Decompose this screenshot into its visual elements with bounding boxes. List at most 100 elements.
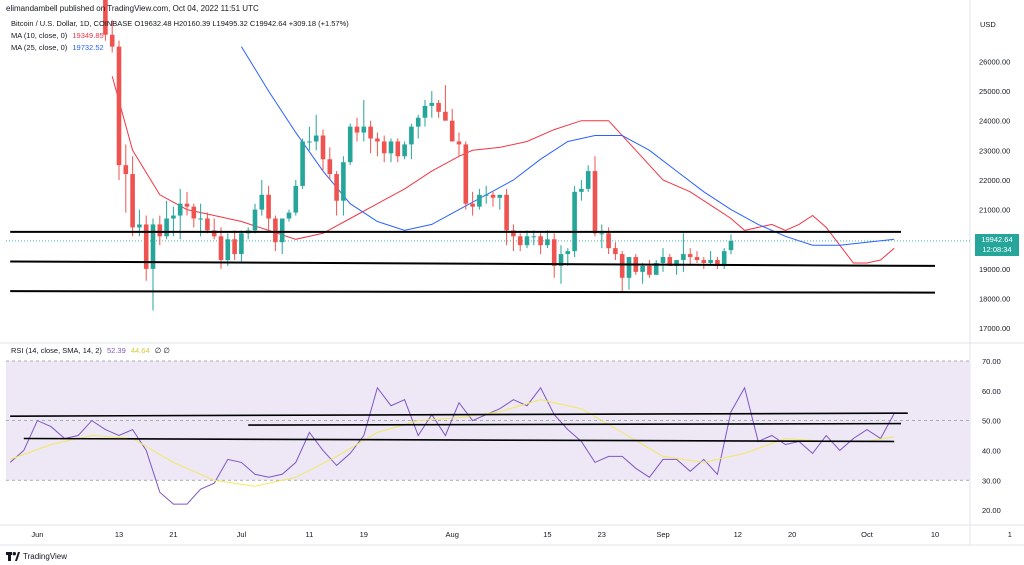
rsi-tick-label: 60.00 bbox=[982, 387, 1001, 396]
candle-down bbox=[211, 230, 217, 237]
candle-up bbox=[660, 257, 666, 263]
rsi-sma-value: 44.64 bbox=[130, 346, 150, 355]
candle-up bbox=[198, 218, 203, 220]
candle-up bbox=[313, 135, 319, 142]
rsi-band bbox=[6, 360, 970, 481]
candle-up bbox=[252, 209, 258, 231]
candle-down bbox=[395, 141, 401, 157]
date-tick-label: 12 bbox=[734, 530, 742, 539]
candle-down bbox=[517, 236, 523, 246]
price-tick-label: 19000.00 bbox=[979, 265, 1010, 274]
candle-down bbox=[205, 218, 210, 231]
rsi-legend[interactable]: RSI (14, close, SMA, 14, 2) 52.39 44.64 … bbox=[11, 346, 170, 355]
candle-down bbox=[619, 254, 625, 278]
candle-down bbox=[443, 111, 448, 121]
date-tick-label: 19 bbox=[360, 530, 368, 539]
ohlc-values: O19632.48 H20160.39 L19495.32 C19942.64 … bbox=[134, 19, 349, 28]
candle-down bbox=[381, 141, 387, 154]
candle-up bbox=[300, 141, 305, 186]
candle-down bbox=[701, 260, 707, 263]
candle-up bbox=[674, 260, 679, 266]
rsi-value: 52.39 bbox=[106, 346, 126, 355]
price-tick-label: 26000.00 bbox=[979, 57, 1010, 66]
moving-averages bbox=[111, 46, 895, 264]
candle-down bbox=[436, 102, 441, 112]
candle-down bbox=[266, 194, 271, 219]
candle-up bbox=[497, 194, 503, 198]
candle-down bbox=[687, 254, 693, 258]
date-tick-label: Sep bbox=[656, 530, 669, 539]
symbol-title: Bitcoin / U.S. Dollar, 1D, COINBASE bbox=[11, 19, 133, 28]
candle-down bbox=[232, 239, 237, 255]
rsi-trendline bbox=[248, 422, 902, 426]
candle-up bbox=[653, 262, 659, 275]
candle-up bbox=[341, 162, 346, 201]
candle-up bbox=[626, 257, 632, 278]
candle-down bbox=[667, 257, 673, 266]
candle-up bbox=[429, 102, 435, 106]
candle-down bbox=[320, 135, 326, 160]
rsi-tick-label: 40.00 bbox=[982, 446, 1001, 455]
candle-up bbox=[524, 236, 530, 246]
price-tick-label: 24000.00 bbox=[979, 117, 1010, 126]
date-tick-label: 13 bbox=[115, 530, 123, 539]
candle-up bbox=[728, 240, 734, 251]
tradingview-brand[interactable]: TradingView bbox=[6, 550, 67, 562]
candle-down bbox=[449, 120, 455, 142]
candle-up bbox=[307, 141, 312, 143]
candle-down bbox=[463, 144, 469, 204]
candles bbox=[103, 0, 734, 311]
price-trendline bbox=[10, 260, 936, 267]
candle-down bbox=[504, 194, 509, 231]
candle-up bbox=[599, 233, 605, 235]
bar-countdown: 12:08:34 bbox=[982, 245, 1012, 254]
ma25-value: 19732.52 bbox=[72, 43, 104, 52]
candle-up bbox=[137, 224, 142, 228]
date-tick-label: 21 bbox=[169, 530, 177, 539]
candle-up bbox=[579, 188, 584, 192]
candle-down bbox=[368, 126, 373, 139]
rsi-label: RSI (14, close, SMA, 14, 2) bbox=[11, 346, 102, 355]
ma10-value: 19349.85 bbox=[72, 31, 104, 40]
candle-up bbox=[483, 194, 489, 196]
candle-down bbox=[551, 239, 557, 266]
date-tick-label: Oct bbox=[861, 530, 874, 539]
ma25-label: MA (25, close, 0) bbox=[11, 43, 68, 52]
ma10-line bbox=[111, 76, 895, 264]
trendlines[interactable] bbox=[10, 230, 936, 443]
candle-down bbox=[184, 203, 190, 207]
candle-up bbox=[422, 105, 428, 118]
candle-up bbox=[409, 126, 414, 145]
tradingview-logo-icon bbox=[6, 551, 20, 561]
date-tick-label: Aug bbox=[446, 530, 459, 539]
candle-down bbox=[103, 0, 108, 35]
rsi-tick-label: 50.00 bbox=[982, 417, 1001, 426]
candle-down bbox=[694, 257, 700, 261]
candle-down bbox=[456, 141, 462, 145]
candle-down bbox=[470, 203, 475, 207]
candle-down bbox=[143, 224, 149, 269]
candle-down bbox=[375, 138, 380, 142]
candle-up bbox=[347, 126, 353, 163]
candle-up bbox=[177, 203, 183, 216]
candle-up bbox=[681, 254, 686, 261]
ma25-line bbox=[240, 46, 895, 246]
candle-up bbox=[708, 260, 713, 263]
candle-up bbox=[225, 239, 231, 261]
candle-down bbox=[606, 233, 611, 249]
candle-down bbox=[191, 206, 197, 219]
candle-down bbox=[511, 230, 516, 237]
ma25-legend[interactable]: MA (25, close, 0) 19732.52 bbox=[11, 43, 104, 52]
candle-down bbox=[715, 260, 720, 266]
candle-up bbox=[415, 117, 421, 127]
ma10-legend[interactable]: MA (10, close, 0) 19349.85 bbox=[11, 31, 104, 40]
candle-up bbox=[286, 212, 292, 219]
candle-down bbox=[218, 236, 224, 261]
date-tick-label: 10 bbox=[931, 530, 939, 539]
price-tick-label: 18000.00 bbox=[979, 295, 1010, 304]
rsi-lines bbox=[9, 386, 895, 505]
symbol-legend[interactable]: Bitcoin / U.S. Dollar, 1D, COINBASE O196… bbox=[11, 19, 349, 28]
candle-down bbox=[647, 265, 652, 275]
candle-down bbox=[538, 236, 543, 246]
